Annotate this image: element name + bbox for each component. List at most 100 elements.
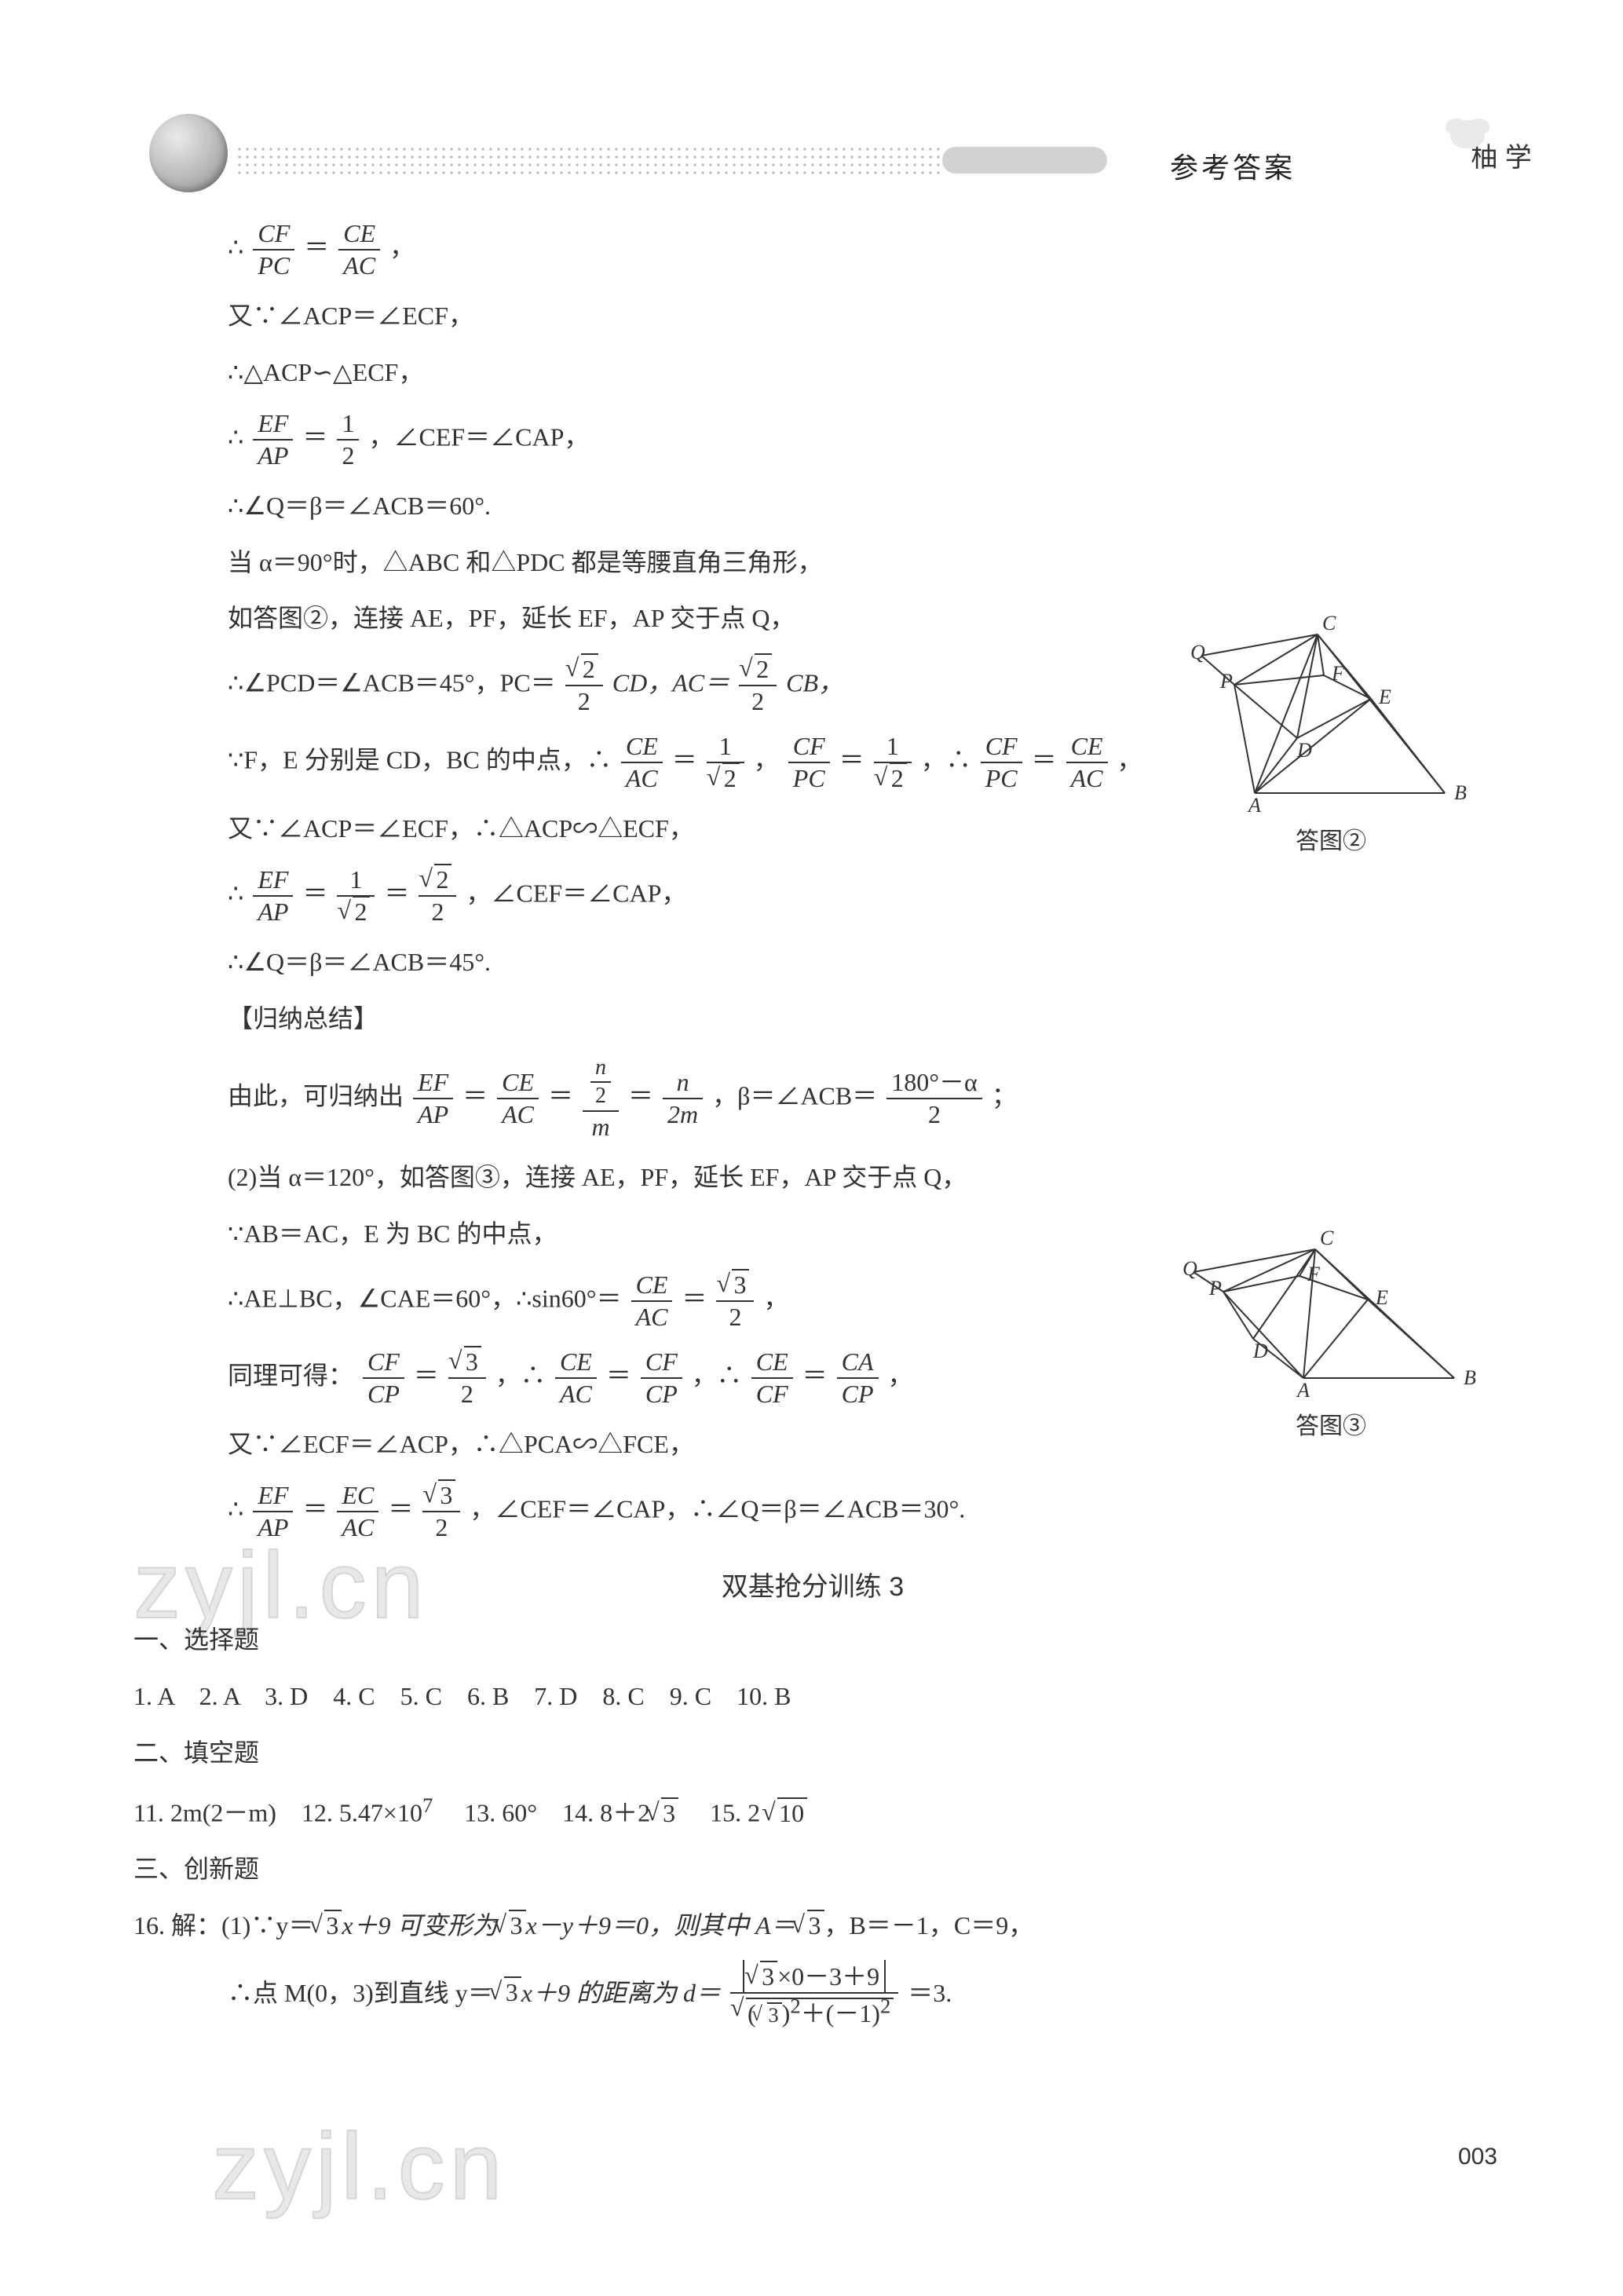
p2-line5: 又∵∠ECF＝∠ACP，∴△PCA∽△FCE， [228, 1425, 1492, 1464]
den: AC [497, 1099, 539, 1128]
sqrt-icon: 3 [756, 2005, 782, 2027]
num: CF [981, 733, 1022, 763]
den: 2 [422, 1512, 460, 1541]
den: 2 [337, 441, 359, 470]
page-header: 参考答案 柚 学 [0, 122, 1623, 192]
frac: 22 [565, 656, 603, 715]
txt: ，β＝∠ACB＝ [712, 1081, 877, 1110]
txt: ，∴ [921, 746, 971, 774]
sqrt-icon: 3 [493, 1973, 521, 2013]
den: 2m [663, 1099, 703, 1128]
den: AP [253, 1512, 293, 1541]
num: n [590, 1056, 611, 1084]
txt: ＝ [672, 746, 697, 774]
txt: ＝ [802, 1362, 828, 1390]
mc-answers: 1. A 2. A 3. D 4. C 5. C 6. B 7. D 8. C … [133, 1677, 1492, 1717]
rad: 3 [807, 1910, 824, 1940]
rad: 3 [504, 1976, 521, 2006]
den: PC [253, 250, 294, 280]
abs-icon: 3×0－3＋9 [743, 1963, 886, 1991]
rad: 3 [324, 1910, 342, 1940]
p1-line2: 又∵∠ACP＝∠ECF， [228, 297, 1492, 336]
txt: ＝ [628, 1081, 653, 1110]
num: 1 [337, 410, 359, 441]
sqrt-icon: 10 [766, 1794, 807, 1834]
txt: ＝3. [908, 1978, 952, 2006]
p1-line1: ∴ CFPC ＝ CEAC ， [228, 220, 1492, 280]
num: EF [413, 1069, 453, 1099]
txt: ＝ [1032, 746, 1057, 774]
txt: 13. 60° 14. 8＋2 [439, 1799, 650, 1827]
sqrt-icon: 3 [749, 1963, 777, 1991]
txt: ＝ [302, 879, 327, 908]
txt: ∵F，E 分别是 CD，BC 的中点，∴ [228, 746, 612, 774]
num: 1 [874, 733, 912, 763]
txt: ，∴ [495, 1362, 546, 1390]
sqrt-icon: 2 [711, 765, 740, 792]
section-3-heading: 三、创新题 [133, 1850, 1492, 1889]
page-number: 003 [1458, 2144, 1497, 2170]
rad: 3 [767, 2002, 782, 2027]
txt: ＝ [839, 746, 865, 774]
den: CP [641, 1379, 682, 1408]
num: 2 [739, 656, 777, 686]
den: CF [751, 1379, 793, 1408]
num: CE [751, 1348, 793, 1379]
num: CE [621, 733, 663, 763]
den: 2 [590, 1083, 611, 1109]
num: CE [338, 220, 380, 250]
num: 1 [707, 733, 744, 763]
den: 2 [874, 763, 912, 792]
header-mascot: 柚 学 [1442, 136, 1560, 183]
txt: ， [754, 746, 779, 774]
inner-frac: n2 [590, 1056, 611, 1110]
num: 3 [448, 1348, 486, 1379]
section-2-heading: 二、填空题 [133, 1734, 1492, 1773]
sqrt-icon: 3 [498, 1907, 526, 1946]
den: AP [253, 441, 293, 470]
txt: 同理可得： [228, 1362, 353, 1390]
num: 2 [419, 866, 456, 897]
sqrt-icon: 3 [721, 1271, 749, 1299]
den: 2 [707, 763, 744, 792]
txt: ＝ [302, 422, 327, 451]
num: CE [555, 1348, 597, 1379]
txt: ， [389, 233, 415, 261]
txt: ＋(－1) [801, 1999, 880, 2027]
txt: ∴ [228, 879, 243, 908]
txt: ，∠CEF＝∠CAP， [466, 879, 686, 908]
txt: ，∠CEF＝∠CAP，∴∠Q＝β＝∠ACB＝30°. [470, 1494, 965, 1523]
den: CP [837, 1379, 879, 1408]
frac: 32 [422, 1482, 460, 1541]
p1-line12: ∴∠Q＝β＝∠ACB＝45°. [228, 943, 1492, 982]
frac-1-2: 12 [337, 410, 359, 470]
txt: x－y＋9＝0，则其中 A＝ [526, 1911, 796, 1940]
txt: x＋9 的距离为 d＝ [521, 1978, 721, 2006]
watermark-2: zyjl.cn [212, 2112, 506, 2221]
txt: ， [888, 1362, 913, 1390]
txt: ＝ [384, 879, 409, 908]
frac: CEAC [1066, 733, 1108, 792]
txt: ＝ [548, 1081, 573, 1110]
p1-line6: 当 α＝90°时，△ABC 和△PDC 都是等腰直角三角形， [228, 543, 1492, 583]
p1-line5: ∴∠Q＝β＝∠ACB＝60°. [228, 487, 1492, 526]
p2-line4: 同理可得： CFCP ＝ 32 ，∴ CEAC ＝ CFCP ，∴ CECF ＝… [228, 1348, 1492, 1408]
txt: ； [992, 1081, 1017, 1110]
den: 2 [716, 1302, 754, 1331]
den: AP [413, 1099, 453, 1128]
frac: CECF [751, 1348, 793, 1408]
p2-line2: ∵AB＝AC，E 为 BC 的中点， [228, 1215, 1492, 1254]
p1-line4: ∴ EFAP ＝ 12 ，∠CEF＝∠CAP， [228, 410, 1492, 470]
den: PC [981, 763, 1022, 792]
rad: 3 [661, 1797, 678, 1827]
txt: ×0－3＋9 [777, 1962, 879, 1991]
den: 2 [419, 897, 456, 926]
header-title: 参考答案 [1170, 145, 1296, 186]
frac: CEAC [621, 733, 663, 792]
den: 2 [886, 1099, 982, 1128]
p2-line3: ∴AE⊥BC，∠CAE＝60°，∴sin60°＝ CEAC ＝ 32 ， [228, 1271, 1492, 1331]
txt: ＝ [302, 1494, 327, 1523]
den: AC [555, 1379, 597, 1408]
num: CF [641, 1348, 682, 1379]
p1-line7: 如答图②，连接 AE，PF，延长 EF，AP 交于点 Q， [228, 599, 1492, 638]
